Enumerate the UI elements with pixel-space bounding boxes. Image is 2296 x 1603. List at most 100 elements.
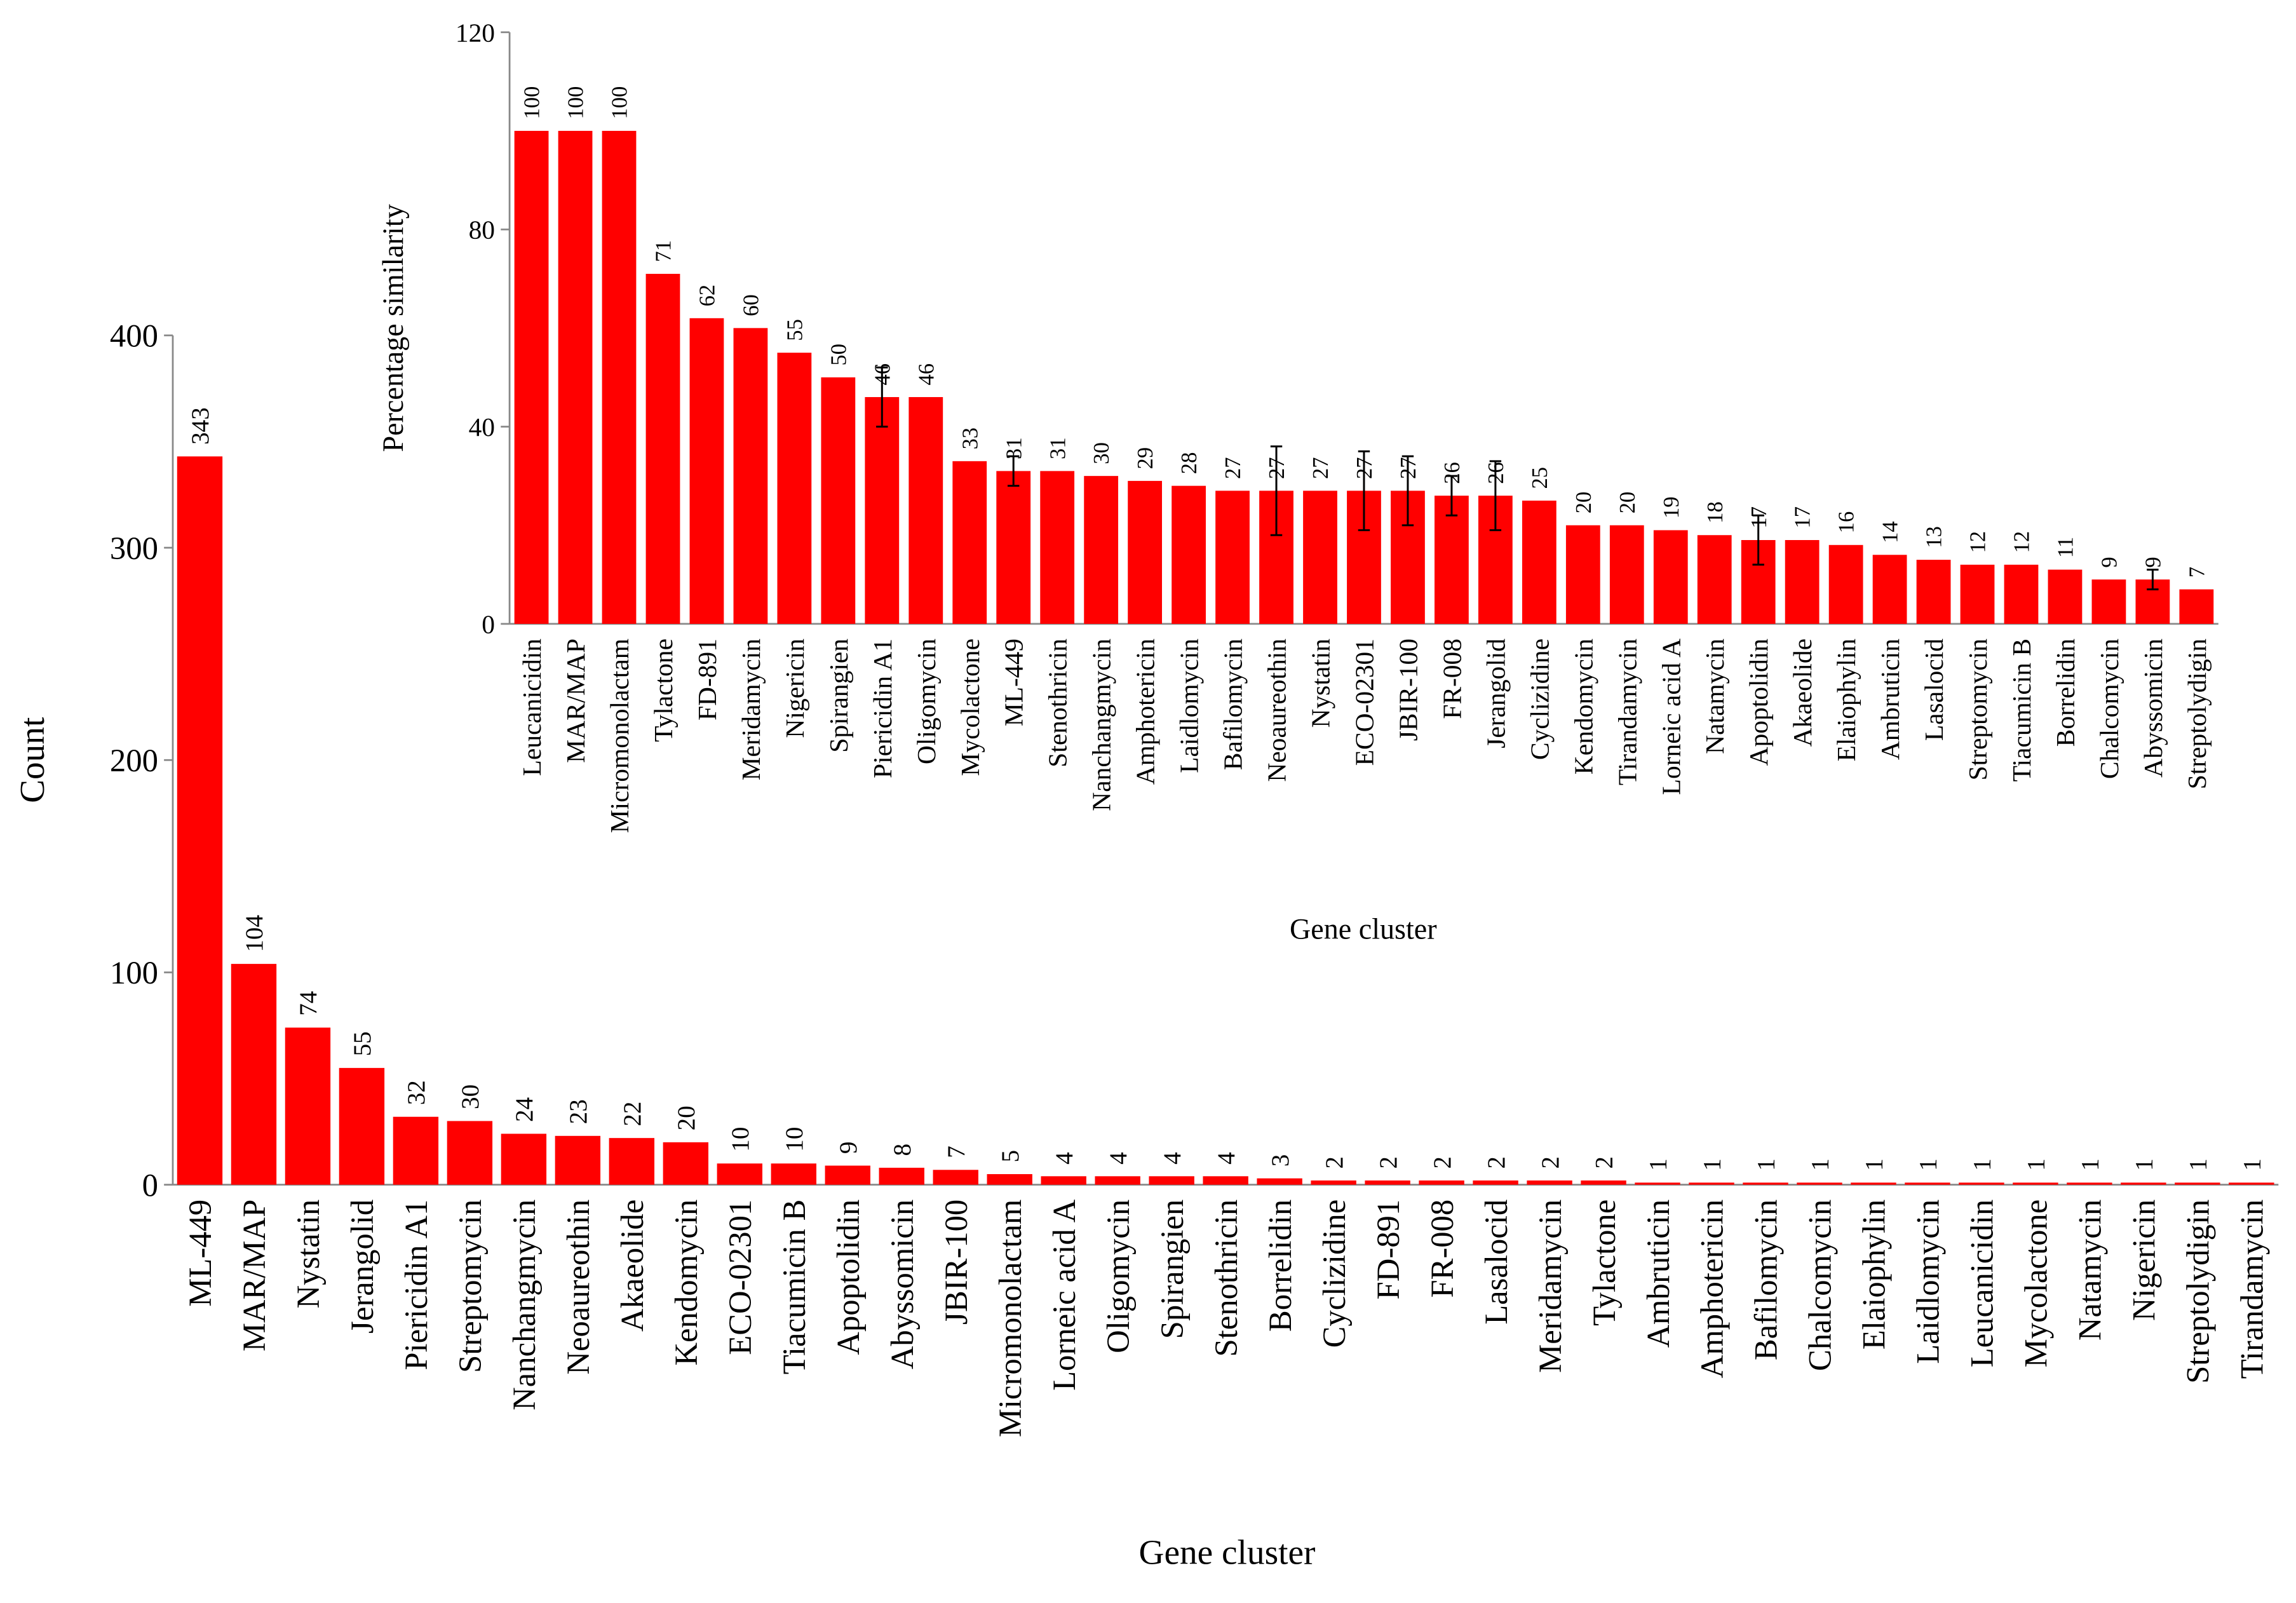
value-label: 343 [187, 407, 214, 445]
value-label: 1 [2131, 1158, 2158, 1171]
bar [1257, 1178, 1302, 1185]
x-tick-label: Meridamycin [1532, 1200, 1568, 1373]
value-label: 19 [1659, 496, 1684, 518]
x-tick-label: Spirangien [1154, 1200, 1190, 1339]
x-tick-label: Nystatin [290, 1200, 326, 1309]
value-label: 71 [652, 240, 676, 262]
x-tick-label: Lasalocid [1919, 639, 1948, 741]
bar [555, 1135, 601, 1185]
y-axis-title: Count [13, 717, 51, 803]
x-tick-label: Tylactone [649, 639, 678, 742]
x-tick-label: Nanchangmycin [506, 1200, 542, 1410]
x-tick-label: Bafilomycin [1219, 639, 1248, 771]
value-label: 8 [889, 1144, 916, 1156]
value-label: 1 [1915, 1158, 1942, 1171]
value-label: 31 [1046, 437, 1070, 459]
bar [2229, 1182, 2274, 1185]
bar [1565, 525, 1600, 624]
x-tick-label: Leucanicidin [517, 639, 546, 776]
x-tick-label: Piericidin A1 [398, 1200, 434, 1370]
value-label: 20 [1572, 492, 1596, 514]
x-tick-label: Jerangolid [1481, 639, 1510, 748]
x-tick-label: Abyssomicin [884, 1200, 920, 1370]
value-label: 9 [2098, 557, 2122, 567]
value-label: 10 [781, 1127, 808, 1152]
x-tick-label: Lorneic acid A [1656, 639, 1685, 795]
value-label: 100 [608, 86, 632, 119]
value-label: 100 [520, 86, 544, 119]
value-label: 7 [2185, 567, 2209, 578]
x-tick-label: Micromonolactam [605, 639, 634, 833]
x-tick-label: Tylactone [1586, 1200, 1622, 1326]
bar [1365, 1180, 1410, 1185]
bar [1689, 1182, 1734, 1185]
bar [393, 1116, 439, 1185]
bar [231, 964, 277, 1185]
error-bar [1358, 450, 1370, 531]
value-label: 27 [1396, 457, 1421, 479]
value-label: 20 [1616, 492, 1640, 514]
bar [1581, 1180, 1626, 1185]
value-label: 2 [1537, 1156, 1564, 1169]
bar [2067, 1182, 2112, 1185]
value-label: 1 [2023, 1158, 2050, 1171]
x-tick-label: ECO-02301 [722, 1200, 758, 1355]
x-tick-label: MAR/MAP [561, 639, 590, 763]
value-label: 55 [349, 1031, 376, 1056]
value-label: 12 [2010, 531, 2034, 553]
value-label: 46 [914, 363, 938, 386]
x-tick-label: Oligomycin [1100, 1200, 1136, 1353]
value-label: 13 [1922, 526, 1947, 548]
x-tick-label: Elaiophylin [1856, 1200, 1892, 1350]
value-label: 1 [1969, 1158, 1996, 1171]
bar [1697, 535, 1732, 624]
value-label: 4 [1159, 1152, 1186, 1165]
x-tick-label: Elaiophylin [1832, 639, 1861, 762]
value-label: 104 [241, 915, 268, 952]
bar [558, 130, 593, 624]
bar [2004, 564, 2039, 624]
x-axis-title: Gene cluster [1290, 912, 1437, 945]
bar [879, 1167, 924, 1185]
y-tick-label: 400 [110, 318, 158, 354]
x-tick-label: Meridamycin [736, 639, 766, 781]
x-tick-label: Mycolactone [2018, 1200, 2054, 1368]
value-label: 2 [1591, 1156, 1618, 1169]
y-tick-label: 40 [469, 412, 495, 442]
bar [996, 471, 1031, 624]
bar [1041, 1176, 1086, 1185]
value-label: 1 [1699, 1158, 1726, 1171]
value-label: 1 [1807, 1158, 1834, 1171]
value-label: 30 [1090, 442, 1114, 464]
value-label: 2 [1321, 1156, 1348, 1169]
bar [908, 396, 943, 624]
y-axis-title: Percentage similarity [377, 204, 409, 452]
value-label: 16 [1835, 511, 1859, 534]
bar [1172, 485, 1206, 624]
bar [689, 318, 724, 624]
x-tick-label: Piericidin A1 [868, 639, 897, 778]
x-tick-label: MAR/MAP [236, 1200, 272, 1351]
bar [1851, 1182, 1896, 1185]
value-label: 27 [1353, 457, 1377, 479]
x-tick-label: Streptolydigin [2182, 639, 2212, 790]
value-label: 14 [1879, 521, 1903, 543]
bar [501, 1133, 547, 1185]
bar [1905, 1182, 1950, 1185]
bar [1828, 544, 1863, 624]
value-label: 2 [1429, 1156, 1456, 1169]
value-label: 100 [564, 86, 588, 119]
x-tick-label: Tirandamycin [1612, 639, 1642, 785]
value-label: 60 [739, 294, 764, 316]
y-tick-label: 0 [482, 609, 495, 639]
bar [1473, 1180, 1518, 1185]
value-label: 11 [2054, 537, 2078, 558]
bar [2013, 1182, 2058, 1185]
x-tick-label: Streptolydigin [2180, 1200, 2216, 1384]
bar [2048, 569, 2083, 624]
bar [1743, 1182, 1788, 1185]
bar [447, 1121, 493, 1185]
value-label: 1 [2185, 1158, 2212, 1171]
bar [933, 1170, 978, 1185]
value-label: 74 [295, 991, 322, 1016]
